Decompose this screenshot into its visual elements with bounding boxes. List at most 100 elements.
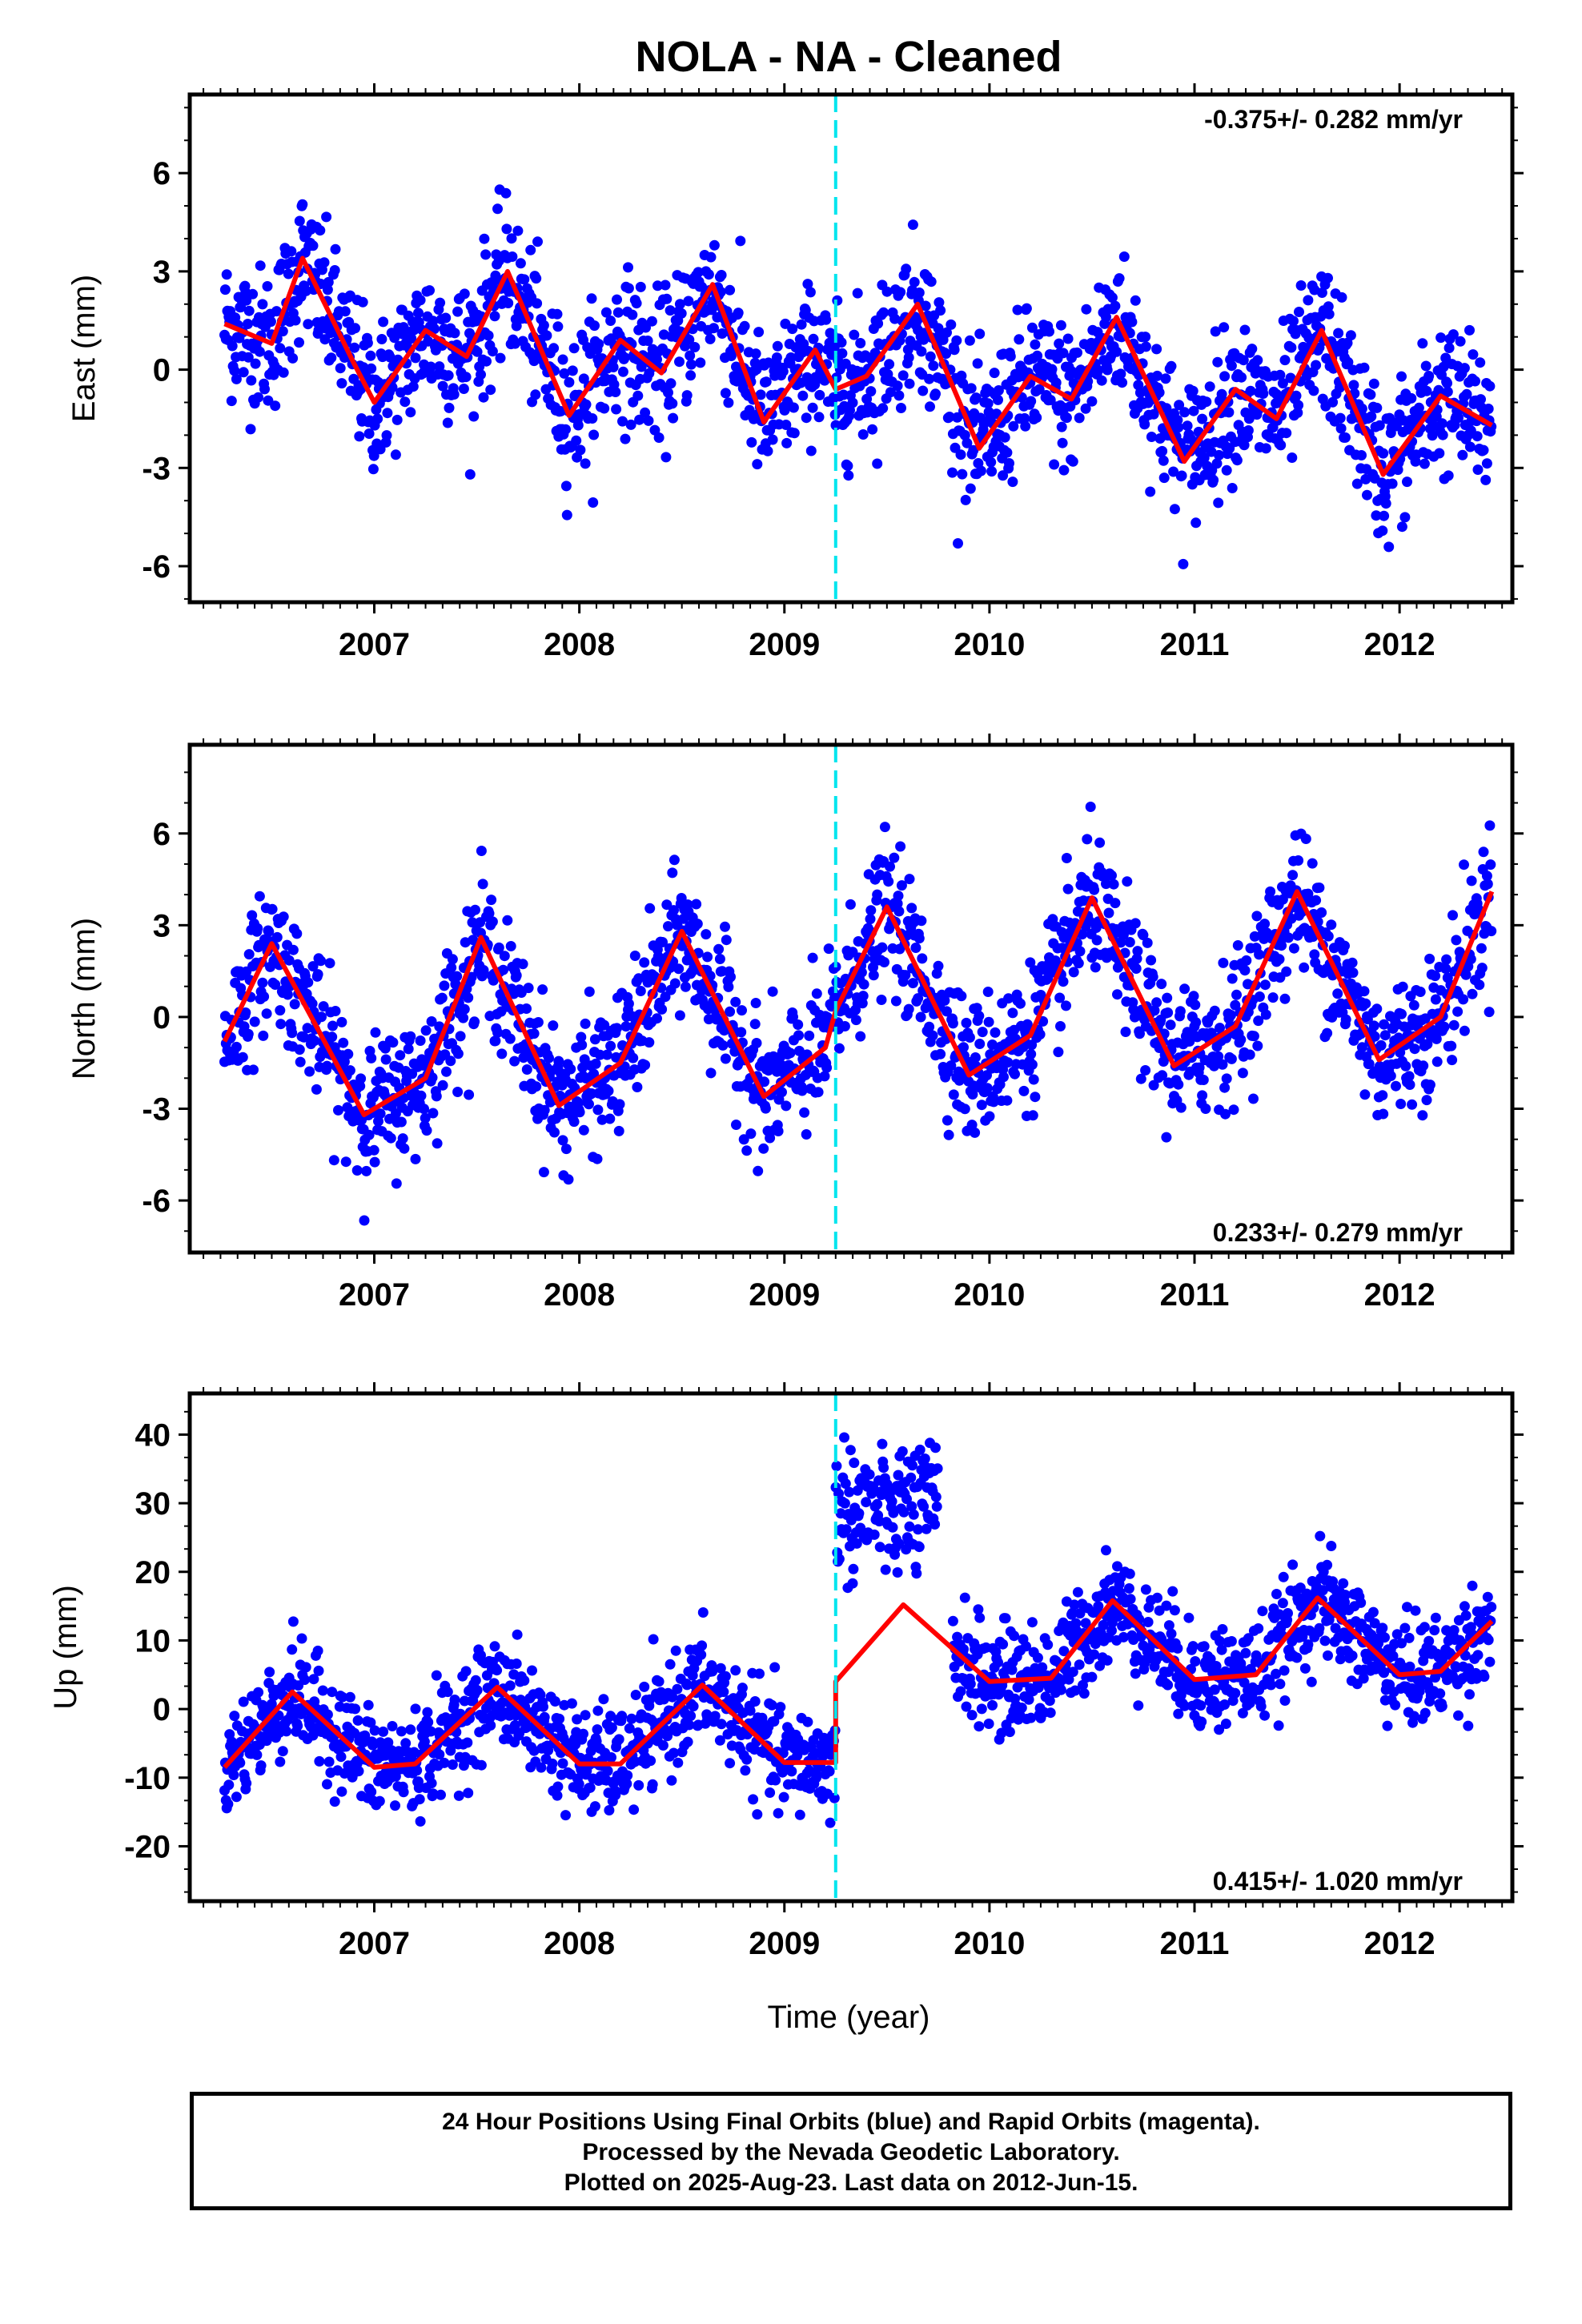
data-point xyxy=(1118,1631,1129,1642)
data-point xyxy=(942,1006,952,1017)
data-point xyxy=(262,281,273,292)
data-point xyxy=(612,1023,622,1034)
data-point xyxy=(537,984,548,995)
data-point xyxy=(1069,1599,1080,1610)
data-point xyxy=(464,468,476,480)
north-frame xyxy=(187,742,1515,1255)
data-point xyxy=(667,398,678,409)
data-point xyxy=(947,1615,958,1626)
data-point xyxy=(639,1681,650,1692)
data-point xyxy=(323,1756,335,1767)
data-point xyxy=(983,1719,994,1729)
data-point xyxy=(645,1755,656,1767)
data-point xyxy=(560,1144,572,1155)
data-point xyxy=(499,951,510,962)
data-point xyxy=(1275,369,1286,380)
data-point xyxy=(878,307,889,318)
data-point xyxy=(531,273,542,284)
data-point xyxy=(330,1006,341,1016)
data-point xyxy=(1419,458,1430,469)
data-point xyxy=(238,367,249,378)
data-point xyxy=(327,1687,338,1698)
data-point xyxy=(492,203,503,215)
data-point xyxy=(632,390,644,401)
data-point xyxy=(538,320,549,331)
data-point xyxy=(463,992,474,1003)
data-point xyxy=(458,1760,469,1771)
data-point xyxy=(407,1068,418,1080)
data-point xyxy=(660,279,671,291)
data-point xyxy=(720,1671,731,1682)
data-point xyxy=(557,354,568,365)
data-point xyxy=(1026,1712,1037,1723)
data-point xyxy=(723,981,734,992)
data-point xyxy=(1072,347,1082,358)
data-point xyxy=(851,1538,862,1549)
data-point xyxy=(781,420,792,430)
data-point xyxy=(944,412,955,422)
data-point xyxy=(1421,385,1432,396)
data-point xyxy=(598,1694,609,1705)
data-point xyxy=(1327,396,1339,408)
data-point xyxy=(552,321,564,332)
data-point xyxy=(672,1683,683,1695)
data-point xyxy=(1371,402,1383,413)
data-point xyxy=(592,1104,604,1116)
data-point xyxy=(1374,420,1385,431)
data-point xyxy=(1453,412,1464,424)
data-point xyxy=(243,352,254,363)
data-point xyxy=(506,233,517,244)
data-point xyxy=(1351,478,1363,489)
data-point xyxy=(852,287,863,299)
data-point xyxy=(849,329,860,340)
data-point xyxy=(1480,474,1492,485)
data-point xyxy=(1049,459,1060,470)
data-point xyxy=(669,854,680,866)
data-point xyxy=(837,348,848,359)
data-point xyxy=(623,998,634,1009)
data-point xyxy=(720,921,730,932)
data-point xyxy=(1086,1671,1098,1683)
data-point xyxy=(1131,953,1142,964)
data-point xyxy=(432,1138,443,1149)
data-point xyxy=(584,986,595,997)
data-point xyxy=(673,963,685,975)
data-point xyxy=(1385,1071,1396,1081)
data-point xyxy=(1130,963,1142,974)
data-point xyxy=(872,889,883,900)
data-point xyxy=(1259,979,1271,991)
data-point xyxy=(369,1725,380,1736)
data-point xyxy=(777,1087,787,1098)
data-point xyxy=(434,1021,445,1032)
data-point xyxy=(766,1699,777,1711)
data-point xyxy=(283,268,294,279)
data-point xyxy=(568,343,580,354)
y-tick-label: -6 xyxy=(142,1184,171,1219)
data-point xyxy=(395,1050,406,1061)
data-point xyxy=(611,1051,622,1063)
data-point xyxy=(323,276,334,287)
data-point xyxy=(460,1666,472,1677)
data-point xyxy=(1080,403,1091,414)
data-point xyxy=(602,1765,613,1776)
data-point xyxy=(1465,954,1476,965)
data-point xyxy=(626,1713,637,1724)
data-point xyxy=(737,1005,747,1016)
data-point xyxy=(575,444,586,456)
x-tick-label: 2009 xyxy=(749,1277,820,1313)
data-point xyxy=(983,1016,994,1027)
data-point xyxy=(1418,1060,1429,1072)
data-point xyxy=(549,1696,560,1707)
data-point xyxy=(973,1604,984,1615)
data-point xyxy=(660,991,671,1003)
data-point xyxy=(493,942,504,953)
data-point xyxy=(688,1701,699,1712)
data-point xyxy=(1094,1660,1106,1671)
data-point xyxy=(831,1461,842,1472)
data-point xyxy=(1004,458,1014,468)
data-point xyxy=(1294,307,1304,317)
data-point xyxy=(1420,360,1431,372)
data-point xyxy=(437,380,448,392)
data-point xyxy=(1055,320,1066,331)
data-point xyxy=(566,1698,577,1709)
